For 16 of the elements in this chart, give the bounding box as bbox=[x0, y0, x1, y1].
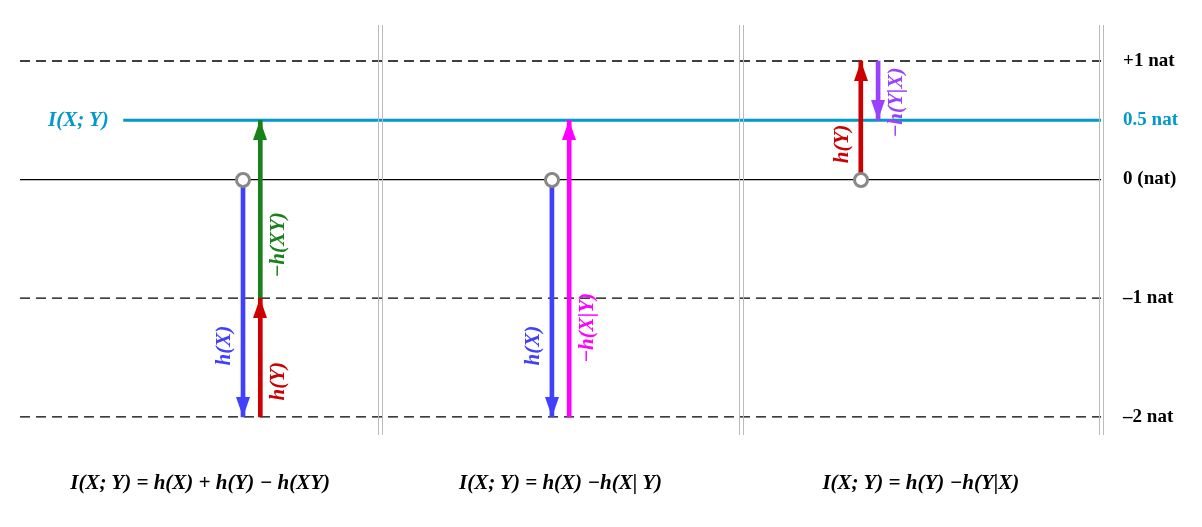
text: h(Y) bbox=[829, 124, 854, 164]
y-tick-label: –1 nat bbox=[1122, 286, 1174, 308]
ref-line-label: I(X; Y) bbox=[47, 106, 109, 131]
y-tick-label: –2 nat bbox=[1122, 404, 1174, 426]
text: I(X; Y) = h(Y) −h(Y|X) bbox=[822, 470, 1020, 495]
text: h(X) bbox=[520, 325, 545, 366]
text: −h(XY) bbox=[264, 212, 289, 278]
y-tick-label: +1 nat bbox=[1123, 48, 1176, 70]
text: h(Y) bbox=[264, 361, 289, 401]
text: I(X; Y) = h(X) + h(Y) − h(XY) bbox=[70, 470, 331, 495]
y-tick-label: 0 (nat) bbox=[1123, 167, 1177, 190]
text: −h(X|Y) bbox=[573, 292, 598, 363]
legend-label: −h(Y|X) bbox=[882, 67, 907, 138]
text: h(X) bbox=[211, 325, 236, 366]
y-tick-label: 0.5 nat bbox=[1123, 108, 1179, 130]
text: I(X; Y) = h(X) −h(X| Y) bbox=[459, 470, 663, 495]
